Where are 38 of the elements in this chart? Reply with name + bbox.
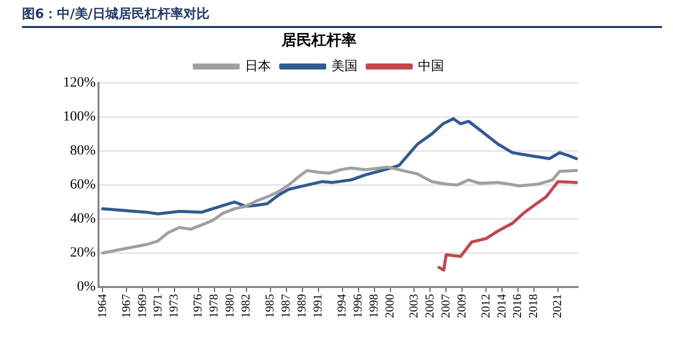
x-tick-label: 2012 bbox=[478, 294, 492, 318]
x-tick-label: 1985 bbox=[262, 294, 277, 318]
x-tick-label: 2016 bbox=[510, 294, 524, 318]
legend-label: 日本 bbox=[244, 58, 271, 74]
x-tick-label: 2014 bbox=[494, 294, 508, 318]
chart-subtitle: 居民杠杆率 bbox=[280, 30, 356, 49]
x-tick-label: 1980 bbox=[222, 294, 237, 318]
y-tick-label: 40% bbox=[70, 212, 96, 227]
y-tick-label: 100% bbox=[62, 110, 96, 125]
x-tick-label: 2009 bbox=[454, 294, 468, 318]
x-tick-label: 2005 bbox=[422, 294, 436, 318]
x-tick-label: 1982 bbox=[238, 294, 253, 318]
x-tick-label: 2007 bbox=[438, 294, 452, 318]
x-tick-label: 2021 bbox=[550, 294, 564, 318]
x-tick-label: 2018 bbox=[526, 294, 540, 318]
x-tick-label: 1971 bbox=[150, 294, 165, 318]
x-tick-label: 1991 bbox=[310, 294, 325, 318]
chart-title: 图6：中/美/日城居民杠杆率对比 bbox=[22, 4, 662, 28]
x-tick-label: 1978 bbox=[206, 294, 221, 318]
x-tick-label: 1987 bbox=[278, 294, 293, 318]
x-tick-label: 2000 bbox=[382, 294, 396, 318]
y-tick-label: 60% bbox=[70, 178, 96, 193]
legend-label: 美国 bbox=[331, 58, 358, 74]
x-tick-label: 1969 bbox=[134, 294, 149, 318]
x-tick-label: 1994 bbox=[334, 294, 348, 318]
x-tick-label: 1973 bbox=[166, 294, 181, 318]
x-tick-label: 1989 bbox=[294, 294, 309, 318]
x-tick-label: 1967 bbox=[118, 294, 133, 318]
x-tick-label: 1996 bbox=[350, 294, 364, 318]
x-tick-label: 1976 bbox=[190, 294, 205, 318]
y-tick-label: 120% bbox=[62, 76, 96, 91]
y-tick-label: 80% bbox=[70, 144, 96, 159]
x-tick-label: 1964 bbox=[94, 294, 109, 318]
legend-label: 中国 bbox=[418, 58, 444, 74]
x-tick-label: 2003 bbox=[406, 294, 420, 318]
y-tick-label: 0% bbox=[76, 280, 96, 295]
y-tick-label: 20% bbox=[70, 246, 96, 261]
x-tick-label: 1998 bbox=[366, 294, 380, 318]
